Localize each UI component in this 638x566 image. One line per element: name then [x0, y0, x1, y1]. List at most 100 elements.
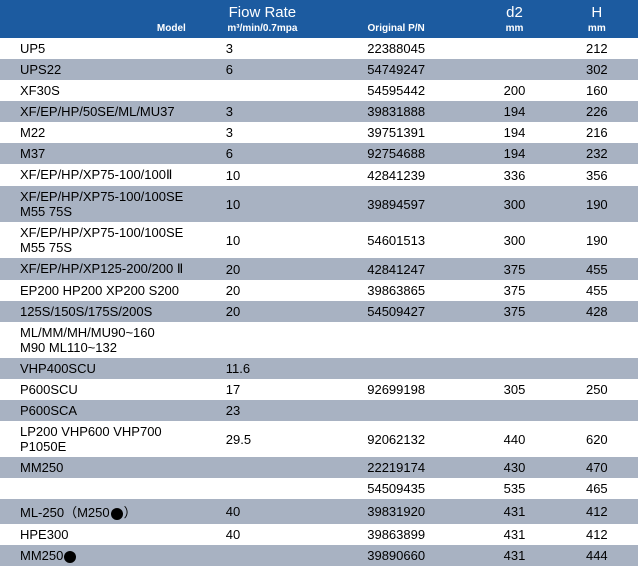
- cell-d2: [473, 400, 555, 421]
- cell-h: 412: [556, 524, 638, 545]
- cell-flow: 20: [206, 258, 319, 280]
- cell-d2: 430: [473, 457, 555, 478]
- cell-flow: 29.5: [206, 421, 319, 457]
- table-body: UP5322388045212UPS22654749247302XF30S545…: [0, 38, 638, 566]
- table-row: 54509435535465: [0, 478, 638, 499]
- cell-h: 470: [556, 457, 638, 478]
- cell-pn: 92699198: [319, 379, 473, 400]
- cell-pn: [319, 358, 473, 379]
- cell-pn: 22219174: [319, 457, 473, 478]
- cell-model: XF/EP/HP/50SE/ML/MU37: [0, 101, 206, 122]
- header-h-sub: mm: [562, 23, 632, 34]
- cell-model: HPE300: [0, 524, 206, 545]
- cell-h: 160: [556, 80, 638, 101]
- table-row: EP200 HP200 XP200 S2002039863865375455: [0, 280, 638, 301]
- cell-h: 356: [556, 164, 638, 186]
- table-row: 125S/150S/175S/200S2054509427375428: [0, 301, 638, 322]
- cell-flow: [206, 457, 319, 478]
- redaction-dot: [111, 508, 123, 520]
- cell-pn: 39831920: [319, 499, 473, 524]
- table-row: M37692754688194232: [0, 143, 638, 164]
- cell-d2: 200: [473, 80, 555, 101]
- table-row: P600SCU1792699198305250: [0, 379, 638, 400]
- cell-flow: 3: [206, 38, 319, 59]
- header-flow-main: Fiow Rate: [212, 4, 313, 21]
- header-d2: d2 mm: [473, 0, 555, 38]
- cell-h: 190: [556, 222, 638, 258]
- cell-model: UPS22: [0, 59, 206, 80]
- cell-d2: 375: [473, 258, 555, 280]
- cell-model: M22: [0, 122, 206, 143]
- cell-pn: 54601513: [319, 222, 473, 258]
- cell-pn: 92754688: [319, 143, 473, 164]
- header-flow: Fiow Rate m³/min/0.7mpa: [206, 0, 319, 38]
- cell-flow: 6: [206, 143, 319, 164]
- cell-h: 226: [556, 101, 638, 122]
- cell-model: XF/EP/HP/XP125-200/200 Ⅱ: [0, 258, 206, 280]
- cell-model: XF/EP/HP/XP75-100/100Ⅱ: [0, 164, 206, 186]
- cell-flow: 40: [206, 499, 319, 524]
- cell-h: 428: [556, 301, 638, 322]
- cell-d2: 194: [473, 122, 555, 143]
- cell-model: MM250: [0, 545, 206, 566]
- header-h-main: H: [562, 4, 632, 21]
- cell-flow: 10: [206, 186, 319, 222]
- cell-d2: 431: [473, 499, 555, 524]
- cell-pn: 42841247: [319, 258, 473, 280]
- cell-pn: 42841239: [319, 164, 473, 186]
- cell-pn: 54749247: [319, 59, 473, 80]
- header-model: Model: [0, 0, 206, 38]
- table-row: XF/EP/HP/50SE/ML/MU37339831888194226: [0, 101, 638, 122]
- cell-model: XF/EP/HP/XP75-100/100SEM55 75S: [0, 186, 206, 222]
- cell-pn: 54509435: [319, 478, 473, 499]
- cell-d2: 431: [473, 545, 555, 566]
- header-h: H mm: [556, 0, 638, 38]
- cell-flow: [206, 545, 319, 566]
- cell-flow: 10: [206, 164, 319, 186]
- cell-model: XF30S: [0, 80, 206, 101]
- cell-pn: 22388045: [319, 38, 473, 59]
- table-row: MM25039890660431444: [0, 545, 638, 566]
- cell-d2: 375: [473, 301, 555, 322]
- cell-pn: [319, 322, 473, 358]
- cell-model: EP200 HP200 XP200 S200: [0, 280, 206, 301]
- cell-d2: 375: [473, 280, 555, 301]
- table-row: ML/MM/MH/MU90~160M90 ML110~132: [0, 322, 638, 358]
- cell-h: [556, 358, 638, 379]
- cell-d2: 300: [473, 222, 555, 258]
- cell-d2: 194: [473, 143, 555, 164]
- redaction-dot: [64, 551, 76, 563]
- table-row: XF/EP/HP/XP75-100/100SEM55 75S1039894597…: [0, 186, 638, 222]
- cell-flow: [206, 322, 319, 358]
- cell-flow: 3: [206, 101, 319, 122]
- cell-model: VHP400SCU: [0, 358, 206, 379]
- table-row: HPE3004039863899431412: [0, 524, 638, 545]
- table-row: UPS22654749247302: [0, 59, 638, 80]
- cell-d2: 440: [473, 421, 555, 457]
- cell-pn: 39863899: [319, 524, 473, 545]
- cell-flow: [206, 478, 319, 499]
- table-row: ML-250（M250）4039831920431412: [0, 499, 638, 524]
- cell-flow: 6: [206, 59, 319, 80]
- cell-h: 190: [556, 186, 638, 222]
- cell-h: 212: [556, 38, 638, 59]
- cell-h: 465: [556, 478, 638, 499]
- cell-h: 455: [556, 280, 638, 301]
- cell-d2: [473, 38, 555, 59]
- header-pn-sub: Original P/N: [325, 23, 467, 34]
- header-d2-main: d2: [479, 4, 549, 21]
- header-row: Model Fiow Rate m³/min/0.7mpa Original P…: [0, 0, 638, 38]
- cell-h: 216: [556, 122, 638, 143]
- header-flow-sub: m³/min/0.7mpa: [212, 23, 313, 34]
- table-row: XF/EP/HP/XP125-200/200 Ⅱ2042841247375455: [0, 258, 638, 280]
- header-d2-sub: mm: [479, 23, 549, 34]
- cell-model: [0, 478, 206, 499]
- cell-model: M37: [0, 143, 206, 164]
- cell-model: 125S/150S/175S/200S: [0, 301, 206, 322]
- cell-flow: [206, 80, 319, 101]
- header-pn: Original P/N: [319, 0, 473, 38]
- cell-model: XF/EP/HP/XP75-100/100SEM55 75S: [0, 222, 206, 258]
- cell-h: 444: [556, 545, 638, 566]
- cell-d2: 194: [473, 101, 555, 122]
- cell-d2: 300: [473, 186, 555, 222]
